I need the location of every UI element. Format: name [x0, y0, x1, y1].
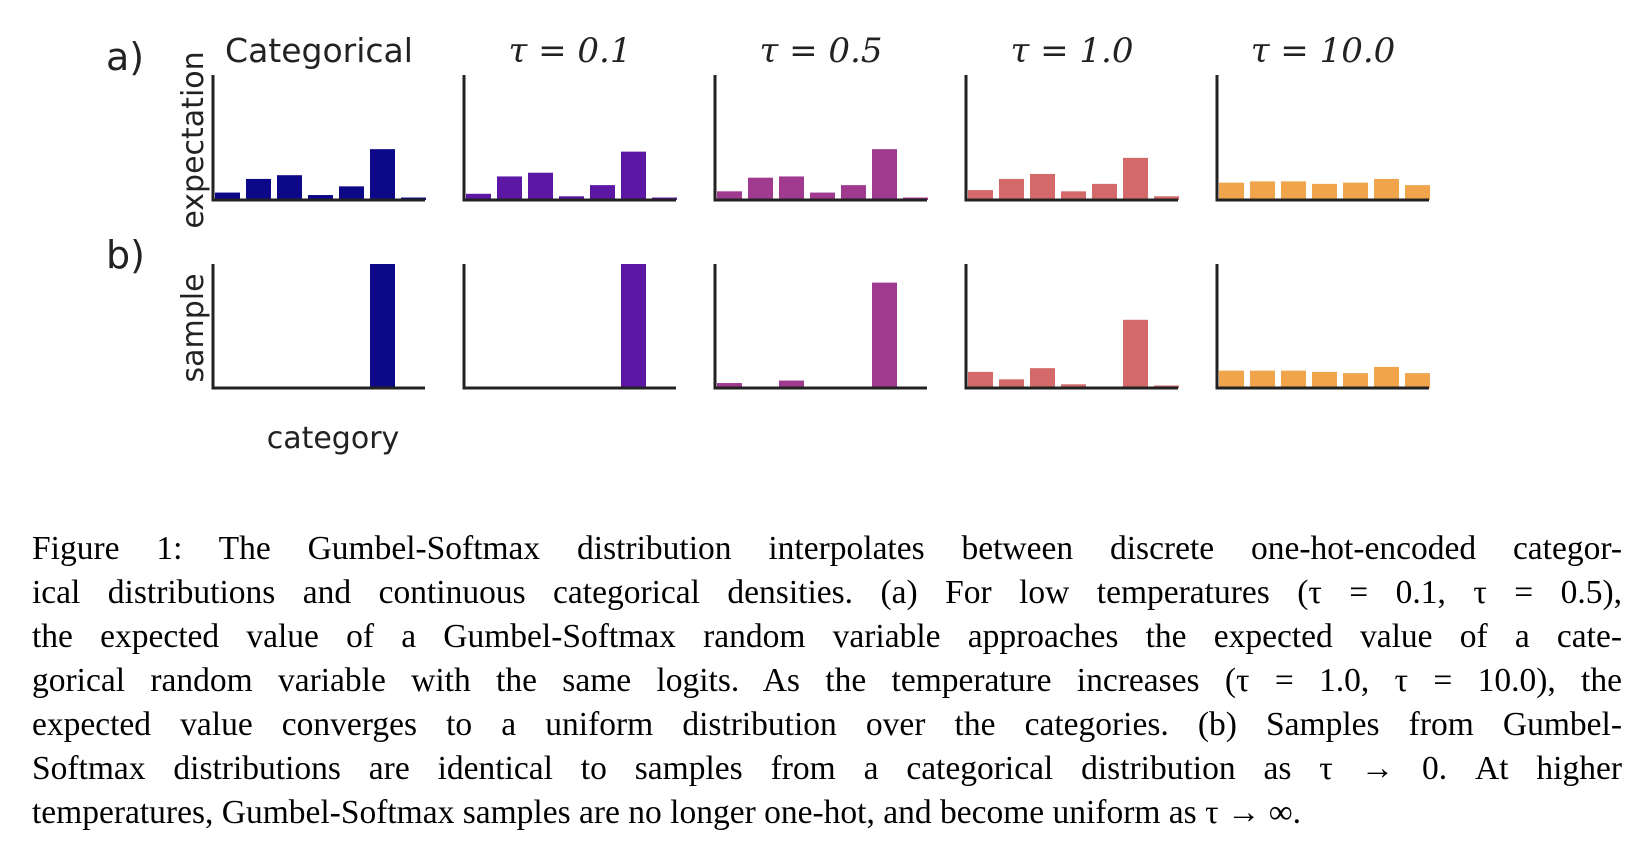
- bar: [810, 192, 835, 200]
- bar: [1030, 173, 1055, 200]
- bar: [277, 175, 302, 200]
- x-label-category: category: [267, 421, 400, 456]
- caption-line: ical distributions and continuous catego…: [32, 574, 1622, 611]
- bar: [1312, 371, 1337, 388]
- bar: [717, 383, 742, 388]
- panel-col-2-sample-panel: [462, 264, 676, 390]
- panel-col-5-expectation-panel: [1215, 75, 1430, 202]
- panel-title: τ = 0.5: [760, 31, 883, 71]
- bar: [841, 185, 866, 200]
- bar: [748, 177, 773, 200]
- chart-figure: a) b) expectation sample category Catego…: [106, 31, 1430, 456]
- bar: [370, 149, 395, 200]
- labels-layer: a) b) expectation sample category: [106, 35, 399, 456]
- bar: [1123, 319, 1148, 388]
- y-label-sample: sample: [176, 273, 211, 382]
- panels-layer: Categorical τ = 0.1 τ = 0.5 τ = 1.0 τ = 10.0: [211, 31, 1430, 390]
- bar: [872, 282, 897, 388]
- bar: [590, 185, 615, 200]
- row-label-a: a): [106, 35, 144, 79]
- panel-col-1-expectation-panel: [211, 75, 426, 202]
- bar: [528, 172, 553, 200]
- caption-line: Softmax distributions are identical to s…: [32, 750, 1622, 787]
- bar: [559, 196, 584, 200]
- caption-line: Figure 1: The Gumbel-Softmax distributio…: [32, 530, 1622, 567]
- caption-line: the expected value of a Gumbel-Softmax r…: [32, 618, 1622, 655]
- bar: [1250, 370, 1275, 388]
- bar: [1405, 185, 1430, 200]
- bar: [1343, 182, 1368, 200]
- bar: [308, 195, 333, 200]
- panel-col-1-sample-panel: [211, 264, 425, 390]
- bar: [1061, 384, 1086, 388]
- bar: [779, 380, 804, 388]
- panel-title: Categorical: [225, 31, 413, 70]
- bar: [1219, 370, 1244, 388]
- panel-title: τ = 0.1: [509, 31, 632, 71]
- bar: [779, 176, 804, 200]
- bar: [1281, 370, 1306, 388]
- bar: [1030, 368, 1055, 388]
- bar: [999, 178, 1024, 200]
- bar: [872, 149, 897, 200]
- panel-col-4-expectation-panel: [964, 75, 1179, 202]
- bar: [1343, 373, 1368, 388]
- bar: [1405, 373, 1430, 388]
- y-label-expectation: expectation: [176, 51, 211, 228]
- bar: [497, 176, 522, 200]
- caption-line: expected value converges to a uniform di…: [32, 706, 1622, 743]
- bar: [621, 264, 646, 388]
- bar: [717, 191, 742, 200]
- panel-title: τ = 10.0: [1251, 31, 1396, 71]
- bar: [1154, 196, 1179, 200]
- bar: [1374, 178, 1399, 200]
- bar: [1092, 183, 1117, 200]
- panel-col-4-sample-panel: [964, 264, 1179, 390]
- bar: [1061, 191, 1086, 200]
- caption-line: temperatures, Gumbel-Softmax samples are…: [32, 794, 1302, 831]
- bar: [1123, 157, 1148, 200]
- bar: [1281, 181, 1306, 200]
- row-label-b: b): [106, 233, 145, 277]
- bar: [1312, 183, 1337, 200]
- bar: [339, 186, 364, 200]
- bar: [968, 190, 993, 200]
- bar: [246, 178, 271, 200]
- panel-col-5-sample-panel: [1215, 264, 1430, 390]
- panel-title: τ = 1.0: [1011, 31, 1134, 71]
- bar: [1374, 366, 1399, 388]
- bar: [621, 151, 646, 200]
- panel-col-3-expectation-panel: [713, 75, 928, 202]
- bar: [999, 379, 1024, 388]
- panel-col-3-sample-panel: [713, 264, 927, 390]
- figure: a) b) expectation sample category Catego…: [106, 31, 1430, 456]
- bar: [968, 371, 993, 388]
- panel-col-2-expectation-panel: [462, 75, 677, 202]
- bar: [1250, 181, 1275, 200]
- caption-line: gorical random variable with the same lo…: [32, 662, 1622, 699]
- bar: [1219, 182, 1244, 200]
- bar: [215, 192, 240, 200]
- figure-caption: Figure 1: The Gumbel-Softmax distributio…: [32, 527, 1622, 835]
- bar: [370, 264, 395, 388]
- bar: [466, 193, 491, 200]
